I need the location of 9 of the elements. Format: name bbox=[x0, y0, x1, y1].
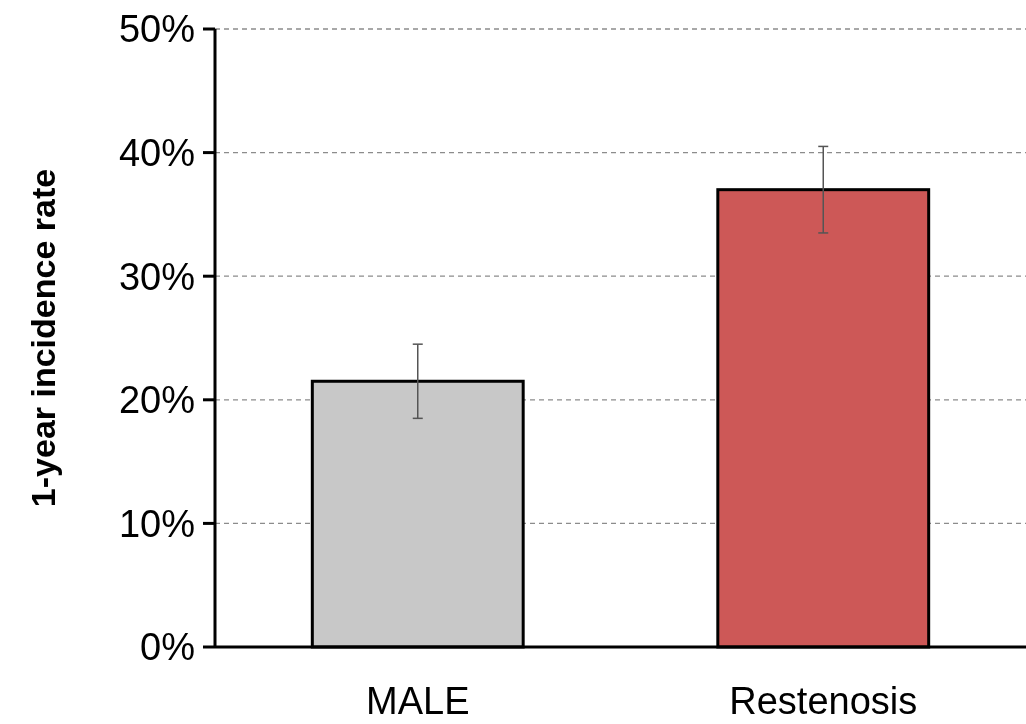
y-tick-label: 40% bbox=[118, 131, 195, 174]
y-tick-label: 10% bbox=[118, 502, 195, 545]
y-tick-label: 30% bbox=[118, 255, 195, 298]
y-axis-title: 1-year incidence rate bbox=[24, 168, 62, 508]
y-tick-label: 50% bbox=[118, 8, 195, 51]
y-tick-label: 0% bbox=[140, 626, 195, 669]
x-tick-label: MALE bbox=[366, 680, 470, 722]
x-tick-label: Restenosis bbox=[729, 680, 918, 722]
y-tick-label: 20% bbox=[118, 379, 195, 422]
